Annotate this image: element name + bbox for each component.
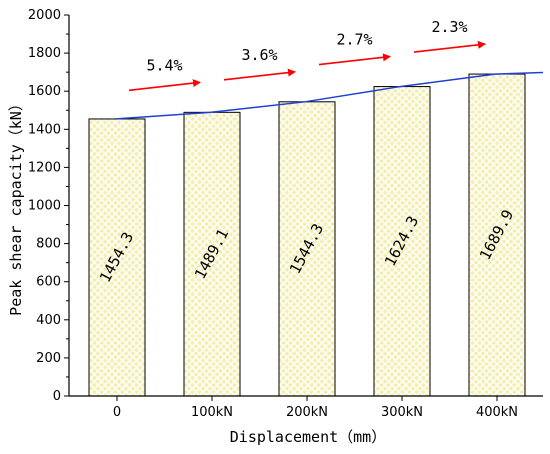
y-tick-label: 800 [36,237,61,252]
increase-percent-label: 2.7% [336,31,372,49]
x-tick-label: 200kN [286,405,328,420]
increase-arrow [318,53,391,66]
y-tick-label: 400 [36,313,61,328]
bars-layer: 1454.3 1489.1 1544.3 1624.3 1689.9 [88,73,526,397]
x-axis-ticks: 0 100kN 200kN 300kN 400kN [113,396,518,420]
x-tick-label: 100kN [191,405,233,420]
trend-line [114,71,544,120]
y-tick-label: 600 [36,275,61,290]
bar-2 [278,101,336,397]
x-tick-label: 400kN [476,405,518,420]
x-tick-label: 300kN [381,405,423,420]
annotation-layer: 5.4% 3.6% 2.7% 2.3% [128,18,486,92]
x-axis-title: Displacement（mm） [230,428,386,446]
x-tick-label: 0 [113,405,121,420]
y-tick-label: 1600 [28,84,61,99]
increase-percent-label: 2.3% [431,18,467,36]
bar-0 [88,118,146,397]
increase-arrow [128,79,201,92]
y-tick-label: 2000 [28,8,61,23]
y-tick-label: 200 [36,351,61,366]
increase-arrow [413,40,486,53]
y-axis-ticks: 0 200 400 600 800 1000 1200 1400 1600 1800 2000 [28,8,69,404]
increase-percent-label: 3.6% [241,46,277,64]
trend-layer [114,71,544,120]
y-tick-label: 1200 [28,160,61,175]
increase-arrow [223,68,296,81]
y-tick-label: 1000 [28,199,61,214]
y-tick-label: 1400 [28,122,61,137]
y-tick-label: 0 [53,389,61,404]
y-tick-label: 1800 [28,46,61,61]
increase-percent-label: 5.4% [146,56,182,74]
y-axis-title: Peak shear capacity（kN） [7,96,25,316]
